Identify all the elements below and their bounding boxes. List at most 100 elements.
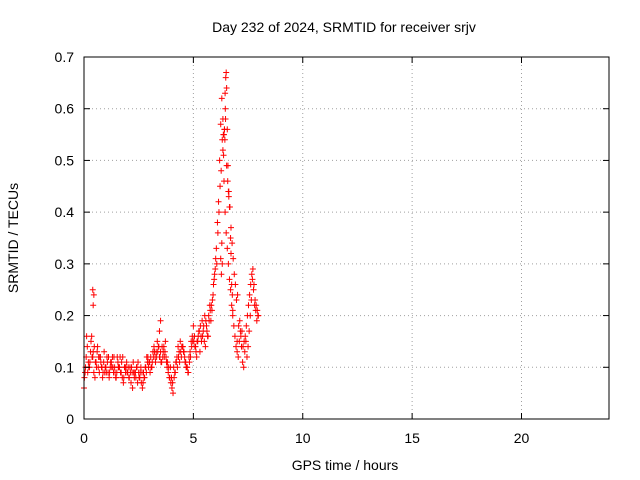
- data-point: [231, 333, 238, 340]
- data-point: [241, 338, 248, 345]
- data-point: [100, 369, 107, 376]
- data-point: [229, 312, 236, 319]
- data-point: [209, 297, 216, 304]
- data-point: [211, 271, 218, 278]
- data-point: [157, 317, 164, 324]
- data-point: [92, 359, 99, 366]
- data-point: [241, 348, 248, 355]
- data-point: [240, 343, 247, 350]
- y-tick-label: 0: [66, 411, 74, 427]
- data-point: [224, 245, 231, 252]
- data-point: [102, 364, 109, 371]
- data-point: [212, 255, 219, 262]
- data-point: [90, 291, 97, 298]
- data-point: [236, 317, 243, 324]
- data-point: [234, 338, 241, 345]
- data-point: [222, 90, 229, 97]
- x-tick-label: 20: [514, 430, 530, 446]
- data-point: [90, 348, 97, 355]
- data-point: [210, 291, 217, 298]
- data-point: [119, 353, 126, 360]
- data-point: [253, 302, 260, 309]
- data-point: [214, 229, 221, 236]
- data-point: [165, 364, 172, 371]
- data-point: [171, 374, 178, 381]
- data-point: [246, 328, 253, 335]
- y-tick-label: 0.6: [55, 101, 75, 117]
- data-point: [180, 348, 187, 355]
- data-point: [246, 291, 253, 298]
- data-point: [219, 260, 226, 267]
- data-point: [243, 322, 250, 329]
- data-point: [113, 374, 120, 381]
- data-point: [145, 359, 152, 366]
- data-point: [213, 245, 220, 252]
- data-point: [225, 193, 232, 200]
- data-point: [170, 390, 177, 397]
- x-tick-label: 10: [295, 430, 311, 446]
- y-tick-label: 0.4: [55, 204, 75, 220]
- data-point: [106, 369, 113, 376]
- data-point: [200, 322, 207, 329]
- data-point: [233, 297, 240, 304]
- data-point: [219, 147, 226, 154]
- data-point: [90, 302, 97, 309]
- data-point: [193, 348, 199, 355]
- data-point: [238, 328, 245, 335]
- data-point: [225, 188, 232, 195]
- data-point: [222, 209, 229, 216]
- data-point: [211, 276, 218, 283]
- data-point: [90, 369, 97, 376]
- data-point: [104, 359, 111, 366]
- data-point: [227, 235, 234, 241]
- data-point: [126, 374, 133, 381]
- data-point: [252, 297, 259, 304]
- y-tick-label: 0.5: [55, 152, 75, 168]
- data-point: [167, 379, 174, 386]
- data-point: [208, 302, 215, 309]
- grid: [84, 56, 609, 419]
- data-point: [137, 369, 144, 376]
- data-point: [177, 338, 184, 345]
- data-point: [222, 105, 229, 112]
- data-point: [91, 343, 98, 350]
- data-point: [95, 353, 102, 360]
- data-point: [221, 126, 228, 133]
- data-point: [253, 317, 260, 324]
- data-point: [158, 359, 164, 366]
- data-point: [101, 348, 108, 355]
- data-point: [187, 353, 194, 360]
- data-point: [108, 364, 115, 371]
- data-point: [214, 219, 221, 226]
- data-point: [228, 224, 234, 231]
- data-point: [216, 157, 223, 164]
- data-point: [213, 260, 220, 267]
- x-axis-label: GPS time / hours: [292, 457, 399, 473]
- data-point: [202, 317, 209, 324]
- data-point: [143, 353, 150, 360]
- plot-frame: [83, 56, 610, 420]
- data-point: [117, 369, 124, 376]
- data-point: [231, 271, 238, 278]
- data-point: [121, 364, 128, 371]
- data-point: [217, 255, 224, 262]
- data-point: [88, 338, 94, 345]
- data-point: [142, 364, 149, 371]
- data-point: [162, 338, 169, 345]
- data-point: [112, 369, 119, 376]
- data-point: [139, 384, 146, 391]
- data-point: [222, 74, 229, 81]
- data-point: [156, 328, 163, 335]
- data-point: [160, 348, 167, 355]
- data-point: [223, 85, 230, 92]
- data-point: [207, 307, 214, 314]
- data-point: [152, 359, 159, 366]
- data-point: [193, 353, 200, 360]
- data-point: [176, 359, 183, 366]
- data-point: [106, 374, 113, 381]
- data-point: [242, 333, 249, 340]
- data-point: [250, 286, 257, 293]
- data-point: [172, 369, 179, 376]
- data-point: [198, 338, 205, 345]
